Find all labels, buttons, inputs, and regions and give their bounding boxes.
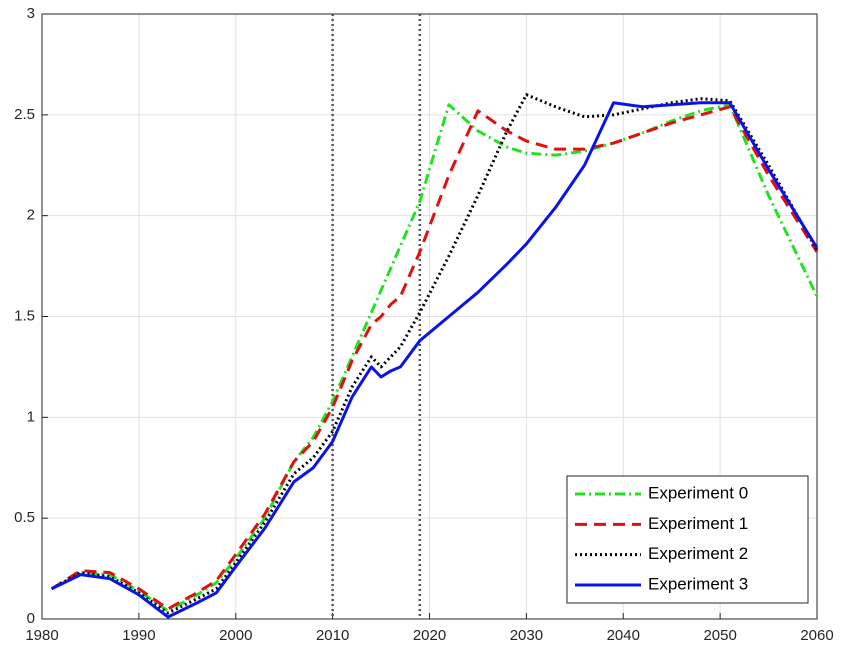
x-tick-label: 1990 bbox=[122, 627, 155, 644]
y-tick-label: 2.5 bbox=[14, 106, 35, 123]
x-tick-label: 2000 bbox=[219, 627, 252, 644]
legend-label: Experiment 3 bbox=[648, 574, 748, 593]
series-line bbox=[51, 101, 819, 619]
x-tick-label: 1980 bbox=[25, 627, 58, 644]
x-tick-label: 2040 bbox=[607, 627, 640, 644]
series-line bbox=[50, 105, 819, 611]
legend-label: Experiment 0 bbox=[648, 483, 748, 502]
legend-label: Experiment 2 bbox=[648, 544, 748, 563]
legend-label: Experiment 1 bbox=[648, 514, 748, 533]
y-tick-label: 0 bbox=[27, 610, 35, 627]
x-tick-label: 2020 bbox=[413, 627, 446, 644]
x-tick-label: 2060 bbox=[800, 627, 833, 644]
series-line bbox=[50, 103, 819, 613]
y-tick-label: 1 bbox=[27, 408, 35, 425]
y-tick-label: 3 bbox=[27, 5, 35, 22]
y-tick-label: 2 bbox=[27, 207, 35, 224]
x-tick-label: 2030 bbox=[510, 627, 543, 644]
x-tick-label: 2010 bbox=[316, 627, 349, 644]
legend bbox=[566, 475, 809, 604]
series-line bbox=[50, 93, 819, 615]
y-tick-label: 1.5 bbox=[14, 307, 35, 324]
plot-frame bbox=[41, 13, 818, 620]
x-tick-label: 2050 bbox=[703, 627, 736, 644]
y-tick-label: 0.5 bbox=[14, 509, 35, 526]
